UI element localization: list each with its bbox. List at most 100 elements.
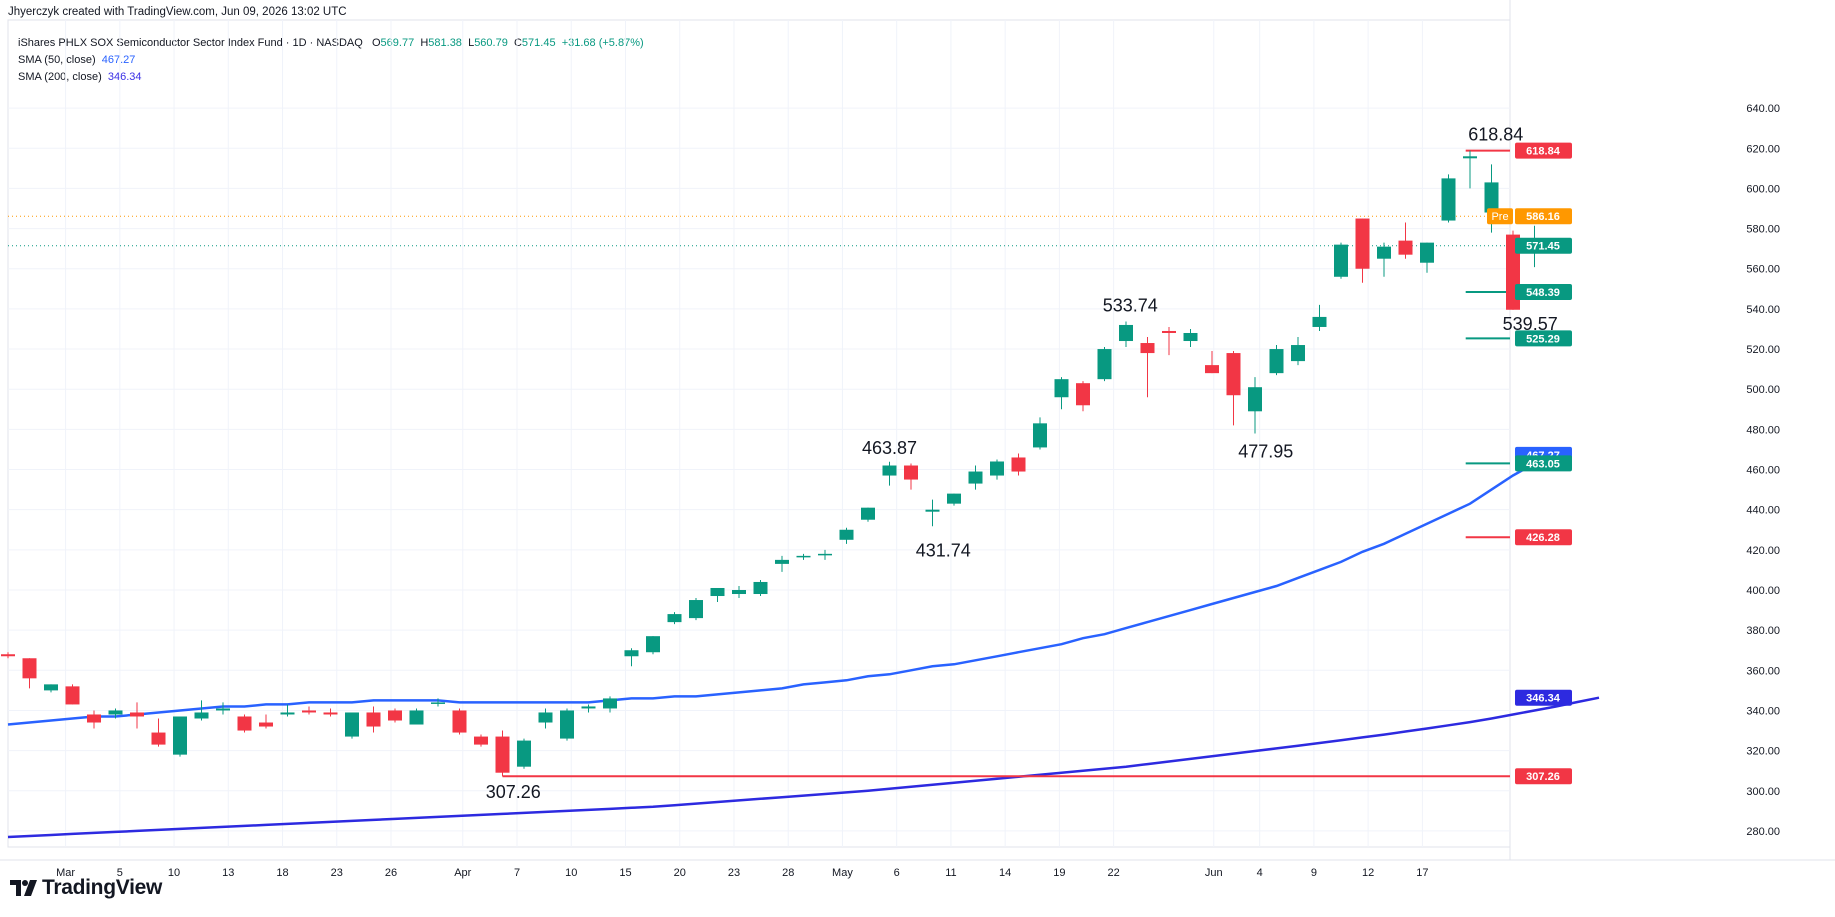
x-tick-label: 18 <box>276 867 288 879</box>
sma50-legend[interactable]: SMA (50, close) 467.27 <box>18 54 136 66</box>
y-tick-label: 320.00 <box>1746 746 1780 758</box>
candle-body <box>1269 349 1284 374</box>
pre-tag-label: Pre <box>1491 211 1508 223</box>
price-annotation: 477.95 <box>1238 441 1293 461</box>
high-value: 581.38 <box>428 37 462 49</box>
candle-body <box>904 465 918 480</box>
price-tag-label: 571.45 <box>1526 241 1560 253</box>
candle-body <box>108 710 123 715</box>
candle-body <box>1183 332 1198 342</box>
y-tick-label: 540.00 <box>1746 304 1780 316</box>
x-tick-label: 11 <box>945 867 956 879</box>
candle-body <box>1334 244 1348 277</box>
candle-body <box>560 710 574 739</box>
x-tick-label: 10 <box>565 867 577 879</box>
x-tick-label: 17 <box>1416 867 1428 879</box>
x-tick-label: 23 <box>331 867 343 879</box>
chart-legend: iShares PHLX SOX Semiconductor Sector In… <box>18 35 644 86</box>
x-tick-label: Jun <box>1205 867 1223 879</box>
tradingview-logo[interactable]: TradingView <box>10 876 162 900</box>
x-tick-label: May <box>832 867 853 879</box>
price-tag-bg <box>1515 284 1572 301</box>
y-tick-label: 520.00 <box>1746 344 1780 356</box>
candle-body <box>65 686 80 705</box>
candle-body <box>732 589 746 595</box>
x-tick-label: 26 <box>385 867 397 879</box>
candle-body <box>603 698 617 709</box>
candle-body <box>173 716 187 755</box>
x-tick-label: 14 <box>999 867 1011 879</box>
ohlc-row[interactable]: iShares PHLX SOX Semiconductor Sector In… <box>18 37 644 49</box>
x-tick-label: 7 <box>514 867 520 879</box>
candle-body <box>925 509 940 512</box>
candle-body <box>538 712 553 723</box>
price-tag-bg <box>1515 330 1572 347</box>
price-tag-bg <box>1515 529 1572 546</box>
candle-body <box>259 722 273 727</box>
candle-body <box>237 716 252 731</box>
candle-body <box>1054 379 1069 398</box>
price-tag-label: 426.28 <box>1526 532 1560 544</box>
candle-body <box>861 507 875 520</box>
candle-body <box>44 684 58 691</box>
x-tick-label: 12 <box>1362 867 1374 879</box>
candle-body <box>280 712 295 715</box>
candle-body <box>1291 345 1305 362</box>
sma200-line <box>7 696 1600 839</box>
candle-body <box>1441 178 1456 221</box>
y-tick-label: 640.00 <box>1746 103 1780 115</box>
y-tick-label: 400.00 <box>1746 585 1780 597</box>
candle-body <box>474 736 488 745</box>
chart-header: Jhyerczyk created with TradingView.com, … <box>8 6 347 18</box>
low-value: 560.79 <box>474 37 508 49</box>
candle-body <box>818 553 832 556</box>
tradingview-logo-icon <box>10 880 37 896</box>
candle-body <box>1162 330 1176 333</box>
x-tick-label: 28 <box>782 867 794 879</box>
price-tag-bg <box>1515 142 1572 159</box>
x-tick-label: 22 <box>1108 867 1120 879</box>
candle-body <box>151 732 166 745</box>
y-tick-label: 480.00 <box>1746 424 1780 436</box>
candle-body <box>323 712 338 715</box>
y-tick-label: 440.00 <box>1746 505 1780 517</box>
candle-body <box>22 658 37 679</box>
sma200-legend[interactable]: SMA (200, close) 346.34 <box>18 71 142 83</box>
price-tag-label: 618.84 <box>1526 146 1561 158</box>
candle-body <box>1248 387 1262 412</box>
price-tag-bg <box>1515 208 1572 225</box>
candle-body <box>1 654 15 657</box>
price-tag-label: 346.34 <box>1526 693 1561 705</box>
candle-body <box>1398 240 1413 255</box>
pre-tag-bg <box>1487 208 1513 225</box>
sma50-line <box>7 453 1557 726</box>
y-tick-label: 280.00 <box>1746 826 1780 838</box>
candle-body <box>1076 383 1090 406</box>
y-tick-label: 600.00 <box>1746 183 1780 195</box>
x-tick-label: 23 <box>728 867 740 879</box>
price-annotation: 539.57 <box>1503 314 1558 334</box>
candle-body <box>882 465 897 476</box>
candle-body <box>689 600 703 619</box>
candle-body <box>968 471 983 484</box>
price-annotation: 307.26 <box>486 782 541 802</box>
candle-body <box>947 493 961 504</box>
price-tag-bg <box>1515 455 1572 472</box>
candle-body <box>495 736 510 773</box>
x-tick-label: 15 <box>619 867 631 879</box>
candle-body <box>431 702 445 704</box>
candle-body <box>1420 242 1434 263</box>
candle-body <box>646 636 660 653</box>
candle-body <box>581 706 596 709</box>
candle-body <box>796 555 811 558</box>
candle-body <box>1355 218 1370 269</box>
sma200-value: 346.34 <box>107 71 142 83</box>
candle-body <box>1377 246 1391 259</box>
candle-body <box>775 559 789 564</box>
candle-body <box>1463 156 1477 159</box>
candle-body <box>1226 353 1241 396</box>
open-value: 569.77 <box>380 37 415 49</box>
candle-body <box>1205 365 1219 374</box>
y-tick-label: 360.00 <box>1746 665 1780 677</box>
